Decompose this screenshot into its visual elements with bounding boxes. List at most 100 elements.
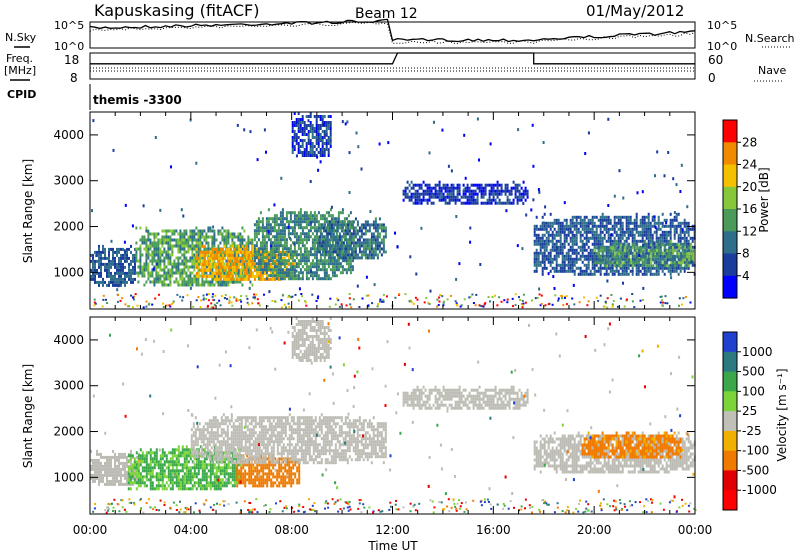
- range-gate-cell: [621, 221, 624, 225]
- range-gate-cell: [573, 248, 576, 252]
- range-gate-cell: [555, 230, 558, 234]
- range-gate-cell: [195, 250, 198, 254]
- range-gate-cell: [535, 227, 538, 231]
- range-gate-cell: [458, 186, 461, 190]
- range-gate-cell: [251, 256, 254, 260]
- range-gate-cell: [171, 265, 174, 269]
- near-range-cell: [257, 302, 260, 305]
- range-gate-cell: [426, 186, 429, 190]
- range-gate-cell: [539, 236, 542, 240]
- range-gate-cell: [432, 195, 435, 199]
- range-gate-cell: [321, 259, 324, 263]
- range-gate-cell: [635, 227, 638, 231]
- range-gate-cell: [201, 250, 204, 254]
- y-tick-label: 3000: [53, 174, 84, 188]
- range-gate-cell: [269, 223, 272, 227]
- range-gate-cell: [231, 271, 234, 275]
- range-gate-cell: [213, 253, 216, 257]
- range-gate-cell: [179, 262, 182, 266]
- range-gate-cell: [227, 283, 230, 287]
- range-gate-cell: [680, 246, 683, 250]
- range-gate-cell: [620, 243, 623, 247]
- range-gate-cell: [321, 148, 324, 151]
- range-gate-cell: [305, 148, 308, 151]
- range-gate-cell: [191, 271, 194, 275]
- range-gate-cell: [209, 262, 212, 266]
- range-gate-cell: [657, 227, 660, 231]
- range-gate-cell: [656, 249, 659, 253]
- sparse-cell: [420, 226, 423, 230]
- range-gate-cell: [229, 274, 232, 278]
- range-gate-cell: [157, 271, 160, 275]
- range-gate-cell: [297, 217, 300, 221]
- range-gate-cell: [611, 227, 614, 231]
- range-gate-cell: [678, 249, 681, 253]
- range-gate-cell: [337, 217, 340, 221]
- range-gate-cell: [675, 212, 678, 216]
- range-gate-cell: [311, 220, 314, 224]
- range-gate-cell: [571, 260, 574, 264]
- range-gate-cell: [141, 253, 144, 257]
- range-gate-cell: [285, 217, 288, 221]
- range-gate-cell: [653, 230, 656, 234]
- range-gate-cell: [147, 271, 150, 275]
- near-range-cell: [133, 295, 136, 298]
- range-gate-cell: [635, 269, 638, 273]
- range-gate-cell: [342, 232, 345, 236]
- range-gate-cell: [559, 227, 562, 231]
- range-gate-cell: [673, 230, 676, 234]
- range-gate-cell: [350, 247, 353, 251]
- range-gate-cell: [374, 250, 377, 254]
- range-gate-cell: [293, 211, 296, 215]
- range-gate-cell: [215, 238, 218, 242]
- range-gate-cell: [645, 266, 648, 270]
- range-gate-cell: [496, 192, 499, 196]
- range-gate-cell: [677, 263, 680, 267]
- range-gate-cell: [327, 259, 330, 263]
- range-gate-cell: [569, 221, 572, 225]
- near-range-cell: [377, 303, 379, 306]
- range-gate-cell: [504, 201, 507, 205]
- range-gate-cell: [450, 186, 453, 190]
- range-gate-cell: [215, 277, 218, 281]
- range-gate-cell: [175, 280, 178, 284]
- range-gate-cell: [328, 253, 331, 257]
- range-gate-cell: [362, 238, 365, 242]
- range-gate-cell: [313, 151, 316, 154]
- range-gate-cell: [452, 189, 455, 193]
- range-gate-cell: [313, 211, 316, 215]
- range-gate-cell: [599, 266, 602, 270]
- near-range-cell: [623, 305, 626, 308]
- range-gate-cell: [595, 230, 598, 234]
- range-gate-cell: [345, 262, 348, 266]
- range-gate-cell: [605, 221, 608, 225]
- sparse-cell: [152, 267, 155, 271]
- range-gate-cell: [599, 215, 602, 219]
- range-gate-cell: [351, 259, 354, 263]
- range-gate-cell: [488, 189, 491, 193]
- range-gate-cell: [223, 241, 226, 245]
- range-gate-cell: [285, 226, 288, 230]
- range-gate-cell: [321, 217, 324, 221]
- range-gate-cell: [161, 235, 164, 239]
- range-gate-cell: [640, 252, 643, 256]
- range-gate-cell: [573, 257, 576, 261]
- range-gate-cell: [617, 257, 620, 261]
- range-gate-cell: [209, 268, 212, 272]
- range-gate-cell: [151, 268, 154, 272]
- range-gate-cell: [175, 238, 178, 242]
- range-gate-cell: [614, 246, 617, 250]
- range-gate-cell: [307, 124, 310, 127]
- range-gate-cell: [281, 256, 284, 260]
- near-range-cell: [659, 295, 662, 298]
- range-gate-cell: [672, 261, 675, 265]
- range-gate-cell: [291, 241, 294, 245]
- sparse-cell: [654, 174, 656, 178]
- range-gate-cell: [98, 274, 100, 278]
- range-gate-cell: [366, 238, 369, 242]
- range-gate-cell: [153, 232, 156, 236]
- range-gate-cell: [330, 223, 333, 227]
- range-gate-cell: [619, 215, 622, 219]
- range-gate-cell: [625, 260, 628, 264]
- range-gate-cell: [329, 127, 332, 130]
